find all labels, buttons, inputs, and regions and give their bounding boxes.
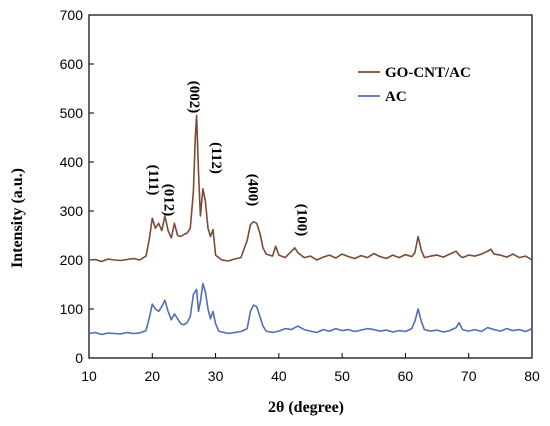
- x-tick-label: 70: [461, 368, 477, 384]
- y-tick-label: 200: [60, 252, 84, 268]
- y-tick-label: 700: [60, 7, 84, 23]
- x-axis-ticks: 10 20 30 40 50 60 70 80: [81, 353, 540, 384]
- y-tick-label: 600: [60, 56, 84, 72]
- peak-label: (112): [208, 142, 224, 174]
- peak-label: (100): [293, 204, 309, 237]
- legend: GO-CNT/AC AC: [358, 65, 471, 105]
- y-tick-label: 100: [60, 301, 84, 317]
- plot-frame: [88, 14, 533, 359]
- y-axis-title: Intensity (a.u.): [9, 168, 26, 268]
- x-tick-label: 60: [398, 368, 414, 384]
- x-tick-label: 30: [208, 368, 224, 384]
- x-axis-title: 2θ (degree): [268, 399, 344, 416]
- legend-label: GO-CNT/AC: [385, 65, 471, 81]
- series-line-go-cnt-ac: [88, 114, 533, 263]
- y-tick-label: 300: [60, 203, 84, 219]
- series-line-ac: [88, 282, 533, 336]
- x-tick-label: 10: [81, 368, 97, 384]
- y-tick-label: 500: [60, 105, 84, 121]
- peak-label: (012): [161, 184, 177, 217]
- peak-labels: (111)(012) (002) (112) (400) (100): [145, 81, 310, 237]
- series-layer: [88, 114, 533, 336]
- peak-label: (400): [244, 174, 260, 207]
- peak-label: (111): [145, 165, 161, 196]
- y-tick-label: 0: [75, 350, 83, 366]
- x-tick-label: 50: [334, 368, 350, 384]
- x-tick-label: 20: [144, 368, 160, 384]
- y-tick-label: 400: [60, 154, 84, 170]
- y-axis-ticks: 0 100 200 300 400 500 600 700: [60, 7, 94, 366]
- legend-label: AC: [385, 89, 407, 105]
- x-tick-label: 80: [524, 368, 540, 384]
- peak-label: (002): [186, 81, 202, 114]
- plot-area: [88, 14, 533, 359]
- x-tick-label: 40: [271, 368, 287, 384]
